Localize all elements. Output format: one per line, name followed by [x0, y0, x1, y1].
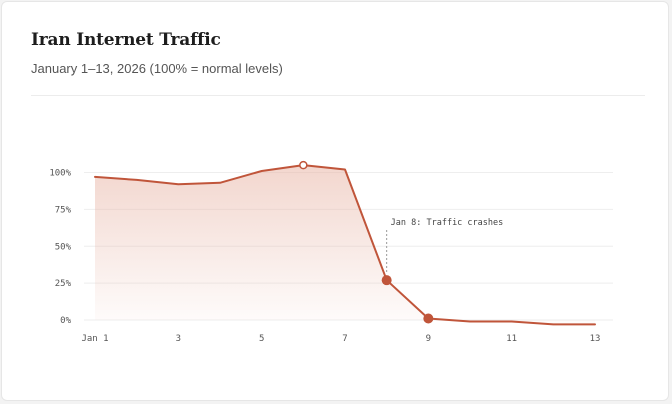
y-tick-label: 25% [55, 279, 72, 289]
crash-point-marker [381, 275, 392, 286]
y-tick-label: 100% [49, 169, 71, 179]
traffic-area-fill [95, 165, 595, 325]
x-tick-label: 11 [506, 334, 517, 344]
x-tick-label: 7 [342, 334, 347, 344]
tick-layer: 0% 25% 50% 75% 100% Jan 1 3 5 7 9 11 13 [49, 169, 600, 345]
traffic-line [94, 164, 596, 326]
y-tick-label: 50% [55, 242, 72, 252]
line-layer [94, 164, 596, 326]
x-tick-label: 9 [426, 334, 431, 344]
x-tick-label: 3 [176, 334, 181, 344]
y-tick-label: 75% [55, 205, 72, 215]
peak-point-marker [299, 160, 308, 170]
x-tick-label: Jan 1 [81, 334, 108, 344]
annotation-layer: Jan 8: Traffic crashes [386, 218, 504, 273]
point-layer [299, 160, 434, 324]
chart-title: Iran Internet Traffic [31, 30, 221, 50]
crash-point-marker [423, 313, 434, 324]
x-tick-label: 5 [259, 334, 264, 344]
annotation-label: Jan 8: Traffic crashes [391, 218, 504, 228]
header-divider [31, 95, 645, 96]
chart-subtitle: January 1–13, 2026 (100% = normal levels… [31, 61, 283, 76]
area-layer [95, 165, 595, 325]
x-tick-label: 13 [590, 334, 601, 344]
y-tick-label: 0% [60, 316, 71, 326]
